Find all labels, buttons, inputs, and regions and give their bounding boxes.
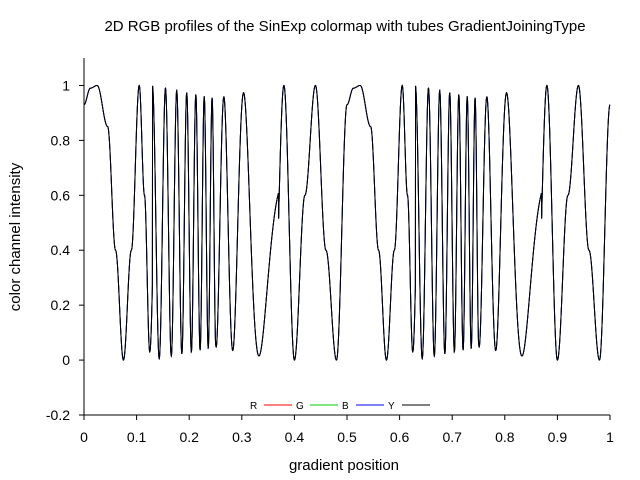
x-axis-label: gradient position — [289, 457, 399, 474]
x-ticks: 0 0.1 0.2 0.3 0.4 0.5 0.6 0.7 0.8 0.9 1 — [80, 415, 614, 445]
legend-label-y: Y — [388, 401, 395, 412]
y-tick-label: 0.6 — [51, 187, 71, 203]
series-lines — [83, 84, 611, 361]
x-tick-label: 0.9 — [548, 429, 568, 445]
y-tick-label: 0.4 — [51, 242, 71, 258]
x-tick-label: 0.5 — [337, 429, 357, 445]
legend-label-g: G — [296, 401, 304, 412]
y-tick-label: 0.8 — [51, 132, 71, 148]
x-tick-label: 0.4 — [285, 429, 305, 445]
x-tick-label: 0.6 — [390, 429, 410, 445]
x-tick-label: 0 — [80, 429, 88, 445]
x-tick-label: 0.3 — [232, 429, 252, 445]
y-tick-label: 0.2 — [51, 297, 71, 313]
x-tick-label: 0.2 — [179, 429, 199, 445]
x-tick-label: 0.1 — [127, 429, 147, 445]
x-tick-label: 0.8 — [495, 429, 515, 445]
y-ticks: -0.2 0 0.2 0.4 0.6 0.8 1 — [46, 77, 84, 423]
series-line-y — [83, 84, 611, 361]
x-tick-label: 0.7 — [442, 429, 462, 445]
legend-label-r: R — [250, 401, 257, 412]
y-tick-label: 1 — [62, 77, 70, 93]
chart-title: 2D RGB profiles of the SinExp colormap w… — [104, 18, 585, 35]
y-tick-label: 0 — [62, 352, 70, 368]
plot-area: -0.2 0 0.2 0.4 0.6 0.8 1 0 0.1 0.2 0.3 0.4 0.5 0.6 0.… — [46, 58, 614, 445]
x-tick-label: 1 — [606, 429, 614, 445]
y-axis-label: color channel intensity — [7, 162, 24, 311]
y-tick-label: -0.2 — [46, 407, 70, 423]
legend-label-b: B — [342, 401, 349, 412]
